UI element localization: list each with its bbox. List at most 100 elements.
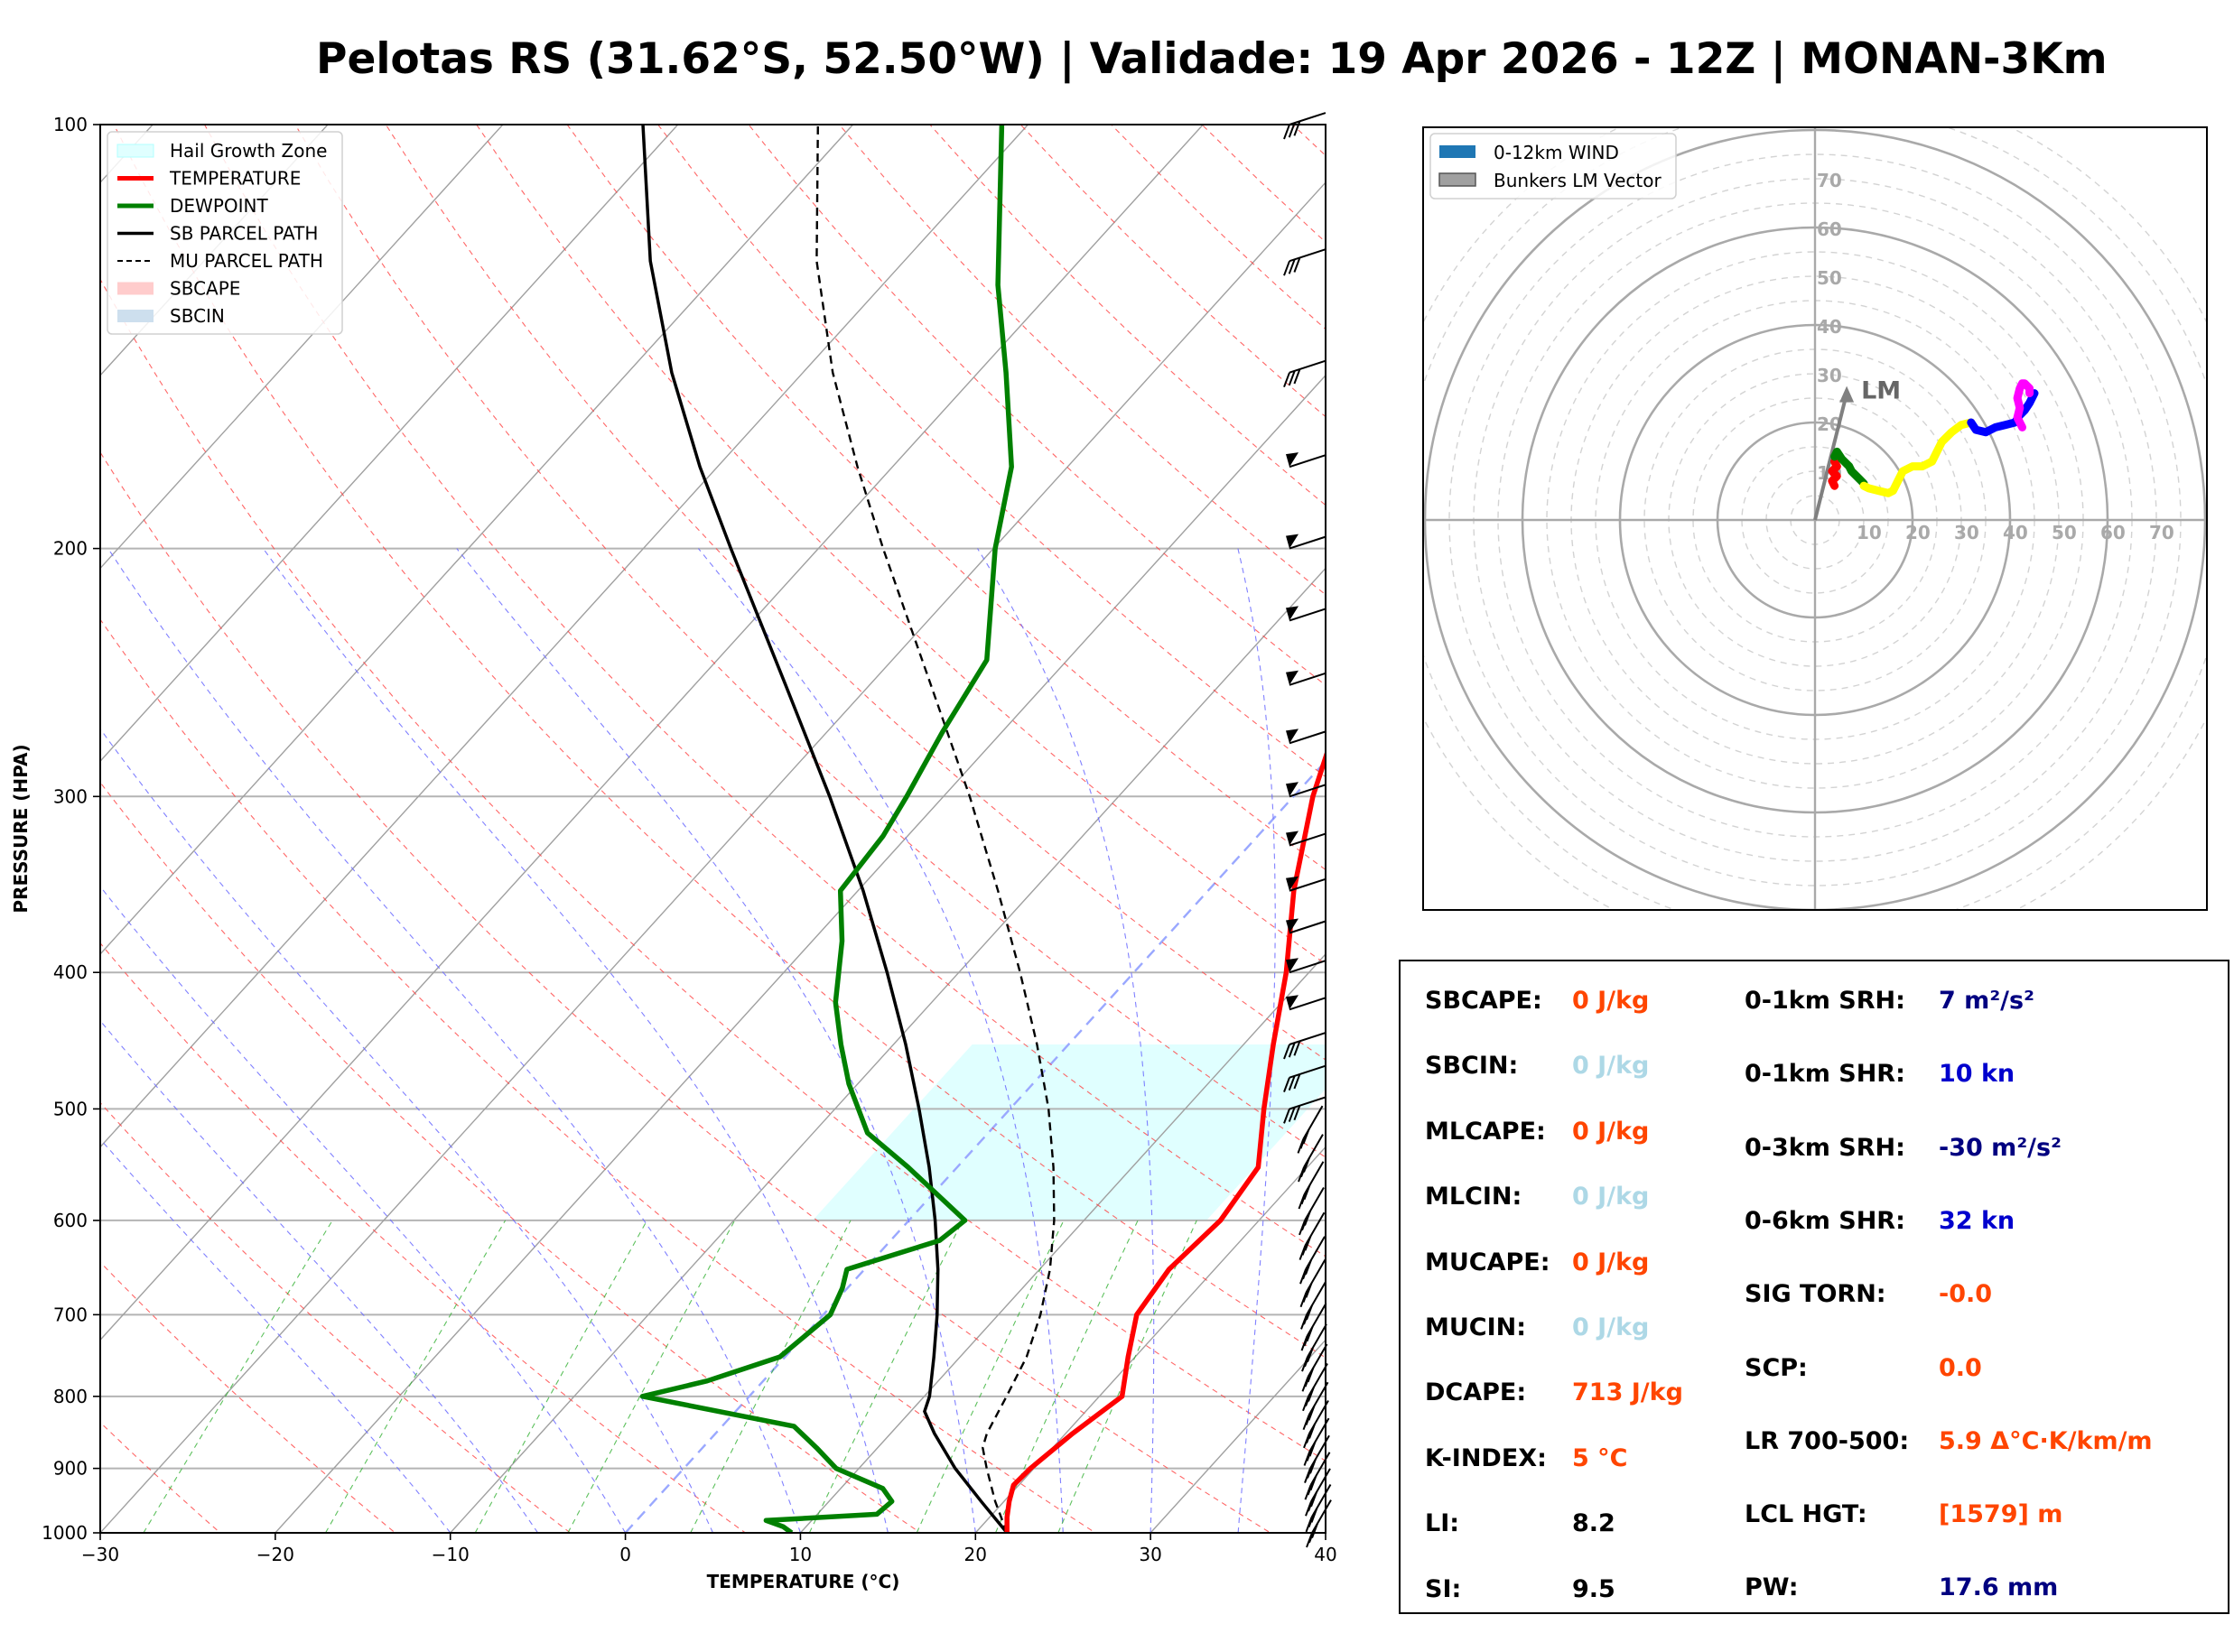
isotherm (799, 952, 1326, 1533)
y-tick-label: 1000 (42, 1522, 88, 1544)
param-value: [1579] m (1939, 1500, 2063, 1529)
mixing-ratio-line (994, 1220, 1139, 1533)
wind-barb (1286, 452, 1326, 469)
y-tick-label: 800 (53, 1386, 88, 1407)
wind-barb (1283, 1064, 1326, 1092)
moist-adiabat (456, 548, 976, 1533)
wind-barb (1286, 995, 1326, 1011)
param-label: 0-6km SHR: (1745, 1206, 1905, 1235)
y-tick-label: 700 (53, 1304, 88, 1325)
param-label: LCL HGT: (1745, 1500, 1867, 1529)
dry-adiabat (657, 125, 1326, 778)
wind-barb-staff (1289, 112, 1326, 125)
wind-barb-staff (1289, 877, 1326, 892)
param-value: 5 °C (1572, 1443, 1628, 1472)
wind-barb (1299, 1236, 1326, 1285)
wind-barb (1302, 1362, 1328, 1412)
isotherm (100, 125, 329, 376)
wind-barb-feather (1303, 1184, 1311, 1201)
wind-barb (1286, 918, 1326, 934)
wind-barb-feather (1288, 258, 1296, 274)
wind-barb-feather (1307, 1347, 1314, 1363)
legend-label: MU PARCEL PATH (170, 250, 323, 272)
y-tick-label: 600 (53, 1210, 88, 1231)
wind-barb (1303, 1400, 1329, 1449)
x-tick-label: 40 (1314, 1544, 1336, 1565)
dry-adiabat (100, 942, 747, 1533)
isotherm (275, 374, 1326, 1533)
legend-label: SBCAPE (170, 278, 240, 300)
wind-barb-staff (1289, 248, 1326, 263)
wind-barb-flag (1286, 729, 1299, 744)
wind-barb-feather (1302, 1128, 1310, 1145)
wind-barb-feather (1303, 1157, 1310, 1173)
wind-barb (1299, 1211, 1326, 1260)
mixing-ratio-line (690, 1220, 852, 1533)
wind-barb-feather (1293, 368, 1301, 385)
isotherm (450, 567, 1326, 1533)
dry-adiabat (385, 125, 1326, 1061)
isotherm (974, 1146, 1326, 1533)
wind-barb (1298, 1134, 1324, 1183)
wind-barb (1300, 1281, 1326, 1330)
param-label: DCAPE: (1425, 1378, 1527, 1407)
wind-barb-feather (1308, 1424, 1316, 1439)
dry-adiabat (204, 125, 1326, 1258)
skew-t-plot-area (100, 125, 1326, 1533)
wind-barb-staff (1289, 1032, 1326, 1045)
param-label: SBCIN: (1425, 1052, 1519, 1081)
x-tick-label: −20 (256, 1544, 294, 1565)
param-label: 0-3km SRH: (1745, 1133, 1905, 1162)
param-label: LR 700-500: (1745, 1426, 1910, 1455)
wind-barb (1301, 1343, 1328, 1392)
wind-barb-feather (1305, 1282, 1313, 1298)
x-tick-label: 20 (964, 1544, 987, 1565)
isotherm (100, 125, 504, 570)
moist-adiabat (100, 886, 627, 1533)
x-axis-label: TEMPERATURE (°C) (707, 1571, 900, 1592)
x-tick-label: −10 (432, 1544, 470, 1565)
wind-barb-feather (1310, 1508, 1318, 1523)
skew-t-legend: Hail Growth Zone TEMPERATURE DEWPOINT SB PA… (107, 131, 343, 335)
y-tick-label: 500 (53, 1098, 88, 1119)
param-value: -0.0 (1939, 1280, 1993, 1309)
x-tick-label: 0 (619, 1544, 631, 1565)
mu-parcel-path (815, 125, 1056, 1533)
y-tick-label: 300 (53, 785, 88, 807)
param-value: 0 J/kg (1572, 1052, 1650, 1081)
param-label: MLCIN: (1425, 1183, 1522, 1211)
wind-barb (1297, 1105, 1324, 1154)
wind-barb-feather (1283, 124, 1290, 140)
param-label: PW: (1745, 1573, 1799, 1602)
wind-barb-flag (1286, 670, 1299, 685)
wind-barb (1283, 1096, 1326, 1124)
wind-barb-feather (1288, 1107, 1296, 1122)
dry-adiabat (100, 451, 1271, 1533)
param-label: SI: (1425, 1574, 1462, 1603)
wind-barb-feather (1293, 257, 1301, 273)
wind-barb-feather (1283, 1077, 1290, 1092)
legend-label: TEMPERATURE (169, 168, 301, 190)
moist-adiabat (100, 1138, 451, 1533)
dry-adiabat (100, 278, 1326, 1462)
mixing-ratio-line (143, 1220, 333, 1533)
wind-barb (1299, 1187, 1325, 1236)
wind-barb-feather (1304, 1211, 1311, 1226)
wind-barb-staff (1289, 359, 1326, 374)
mixing-ratio-line (567, 1220, 736, 1533)
wind-barb-staff (1289, 960, 1326, 974)
wind-barb (1286, 606, 1326, 622)
wind-barb-staff (1289, 535, 1326, 550)
wind-barb (1286, 534, 1326, 550)
y-tick-label: 400 (53, 961, 88, 983)
dry-adiabat (100, 618, 1097, 1533)
chart-title: Pelotas RS (31.62°S, 52.50°W) | Validade… (316, 34, 2108, 84)
wind-barb-staff (1289, 920, 1326, 934)
legend-label: Hail Growth Zone (170, 140, 327, 162)
dry-adiabat (100, 1421, 221, 1533)
x-tick-label: 30 (1139, 1544, 1161, 1565)
y-tick-label: 200 (53, 538, 88, 560)
wind-barb-staff (1289, 832, 1326, 847)
param-label: SCP: (1745, 1353, 1808, 1382)
